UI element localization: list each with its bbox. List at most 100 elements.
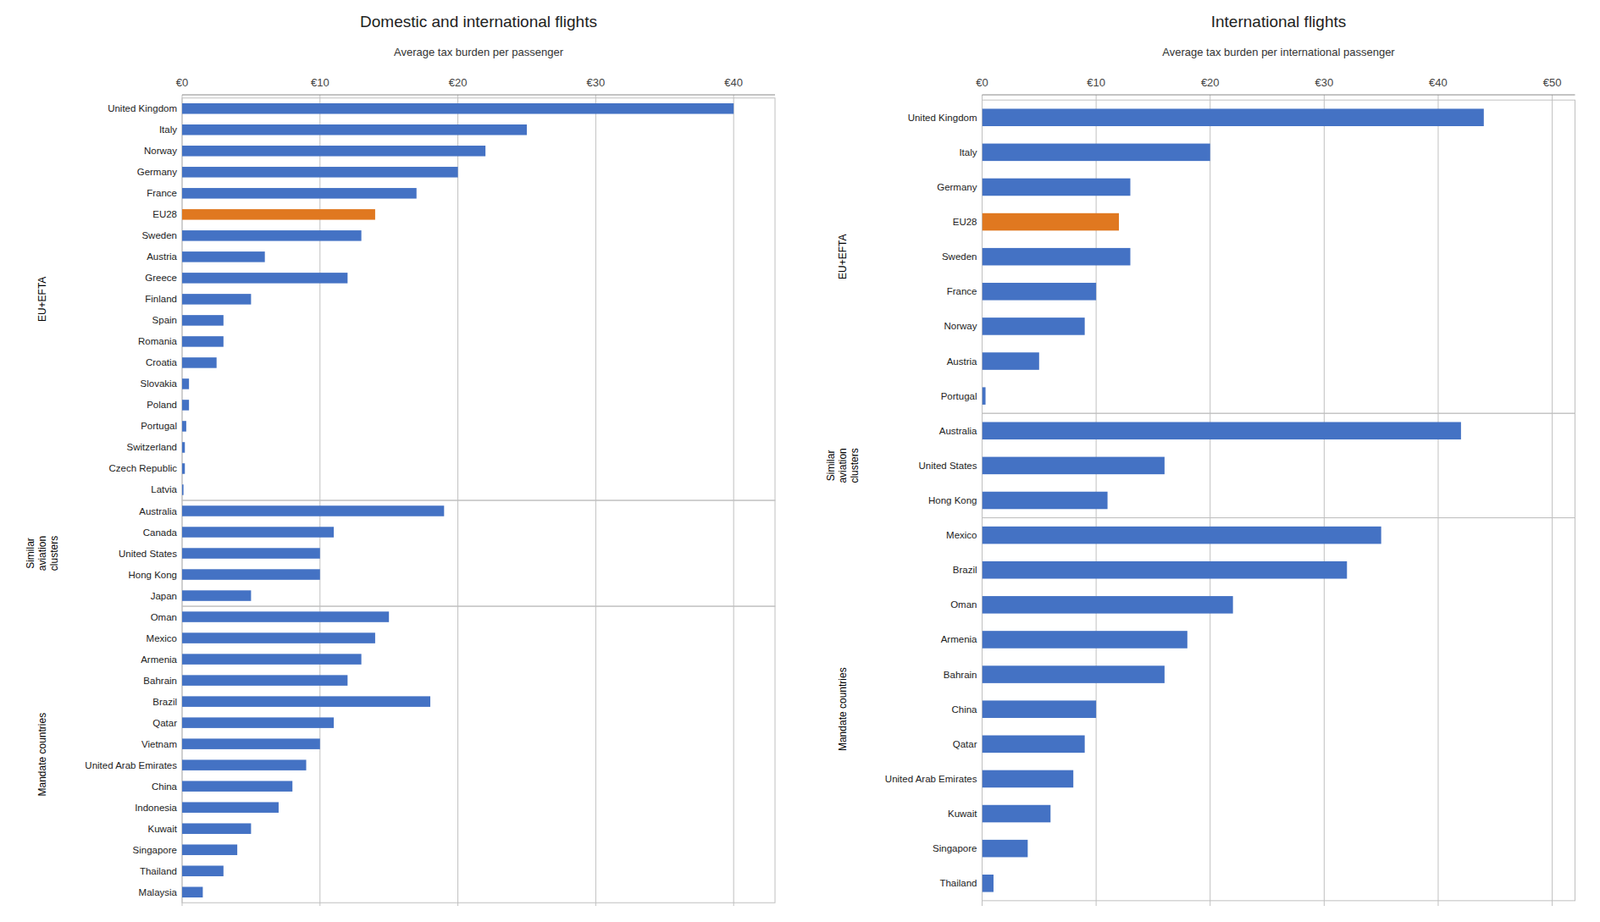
bars — [982, 108, 1484, 892]
bar — [182, 738, 321, 750]
category-label: Sweden — [941, 251, 978, 262]
group-box — [982, 99, 1576, 414]
bar — [182, 759, 307, 771]
category-label: Germany — [137, 166, 178, 178]
category-label: Japan — [150, 591, 178, 602]
category-label: Czech Republic — [108, 463, 178, 474]
category-label: Australia — [138, 506, 178, 517]
category-label: Portugal — [140, 420, 178, 432]
x-tick-label: €50 — [1543, 76, 1562, 89]
bar — [982, 631, 1188, 649]
category-label: Italy — [159, 124, 178, 135]
category-label: Oman — [150, 612, 178, 623]
bar — [182, 336, 224, 348]
category-label: Croatia — [145, 357, 178, 368]
chart-title: Domestic and international flights — [359, 12, 598, 31]
group-label-line: EU+EFTA — [36, 276, 49, 322]
bar — [982, 317, 1086, 336]
group-label: Mandate countries — [836, 667, 849, 752]
category-label: Hong Kong — [928, 495, 978, 506]
x-tick-label: €10 — [310, 76, 330, 89]
category-label: United Arab Emirates — [84, 760, 178, 771]
chart-panel: Domestic and international flights Averag… — [24, 12, 776, 907]
category-label: Hong Kong — [127, 570, 178, 581]
bar — [182, 420, 187, 432]
category-label: Australia — [939, 426, 978, 437]
bar — [182, 590, 251, 602]
category-label: Brazil — [152, 697, 178, 708]
bar — [982, 736, 1086, 754]
group-label-line: clusters — [848, 448, 861, 483]
category-label: United Kingdom — [907, 112, 978, 123]
category-label: China — [151, 781, 178, 792]
bar — [182, 611, 389, 623]
x-tick-label: €10 — [1086, 76, 1106, 89]
bar — [182, 315, 224, 327]
bar — [982, 387, 986, 405]
x-axis-line — [982, 94, 1576, 96]
bar — [182, 569, 321, 581]
category-label: France — [146, 188, 178, 199]
bar — [182, 802, 279, 814]
category-label: China — [951, 704, 978, 715]
bar — [182, 378, 189, 390]
group-label-line: Similar — [24, 537, 37, 570]
bar — [982, 561, 1348, 580]
bar — [182, 230, 362, 242]
bar — [982, 700, 1097, 719]
group-label-line: Mandate countries — [836, 667, 849, 752]
category-label: Mexico — [946, 530, 977, 541]
category-label: Oman — [950, 599, 977, 610]
bar — [182, 124, 527, 136]
group-box — [182, 606, 776, 903]
category-label: Latvia — [150, 484, 178, 495]
bar — [182, 399, 189, 411]
category-label: Romania — [138, 336, 178, 347]
chart-title: International flights — [1211, 12, 1347, 31]
bar — [182, 251, 266, 263]
group-label-line: clusters — [48, 536, 61, 571]
category-label: Portugal — [941, 391, 978, 402]
bar — [982, 282, 1097, 301]
category-label: Singapore — [132, 845, 178, 856]
bar — [182, 145, 486, 157]
bar — [982, 457, 1165, 476]
chart-canvas: Domestic and international flights Averag… — [0, 0, 1600, 922]
bar — [982, 665, 1165, 684]
bar — [982, 108, 1484, 127]
bar — [982, 248, 1131, 266]
group-box — [182, 98, 776, 501]
bar — [982, 178, 1131, 197]
category-label: Malaysia — [138, 887, 178, 898]
category-label: Qatar — [952, 739, 978, 750]
group-label-line: aviation — [36, 536, 49, 571]
group-label-line: Mandate countries — [36, 713, 49, 798]
bar — [182, 209, 376, 221]
bar — [982, 874, 994, 893]
category-label: Norway — [143, 145, 178, 156]
x-axis-label: Average tax burden per international pas… — [1162, 45, 1396, 59]
category-label: Sweden — [141, 230, 178, 241]
group-label: Similaraviationclusters — [824, 448, 861, 483]
x-tick-label: €0 — [176, 76, 189, 89]
x-axis-label: Average tax burden per passenger — [393, 45, 565, 59]
group-label: EU+EFTA — [836, 233, 849, 279]
category-label: Norway — [944, 321, 978, 332]
bar — [982, 526, 1382, 545]
grid-line — [1209, 94, 1211, 907]
category-label: EU28 — [952, 216, 978, 227]
bar — [982, 770, 1075, 789]
bar — [182, 844, 238, 856]
category-label: EU28 — [152, 209, 178, 220]
bar — [182, 166, 459, 178]
category-label: Austria — [146, 251, 178, 262]
category-label: Armenia — [941, 634, 978, 645]
category-label: Armenia — [140, 654, 178, 665]
category-label: Thailand — [139, 866, 178, 877]
bars — [182, 103, 734, 898]
bar — [182, 505, 444, 517]
group-box — [182, 500, 776, 607]
group-label-line: EU+EFTA — [836, 233, 849, 279]
bar — [182, 526, 334, 538]
bar — [182, 717, 334, 729]
